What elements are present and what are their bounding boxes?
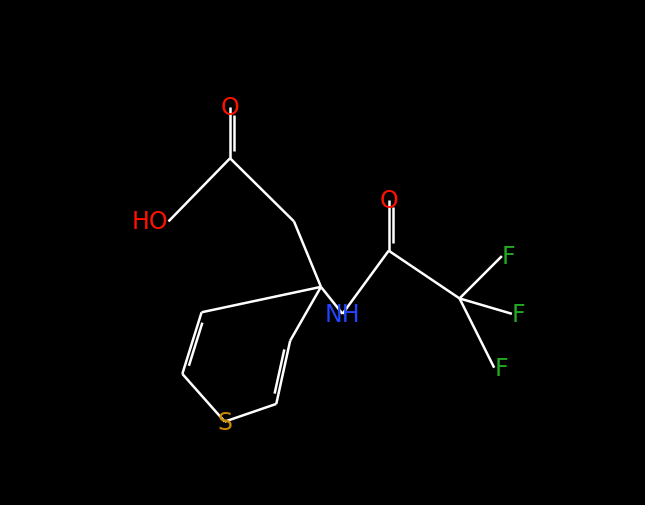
Text: NH: NH: [324, 302, 361, 326]
Text: F: F: [502, 244, 515, 269]
Text: F: F: [512, 302, 526, 326]
Text: HO: HO: [132, 210, 168, 234]
Text: S: S: [217, 410, 232, 434]
Text: O: O: [221, 96, 239, 120]
Text: O: O: [379, 188, 398, 213]
Text: F: F: [494, 356, 508, 380]
